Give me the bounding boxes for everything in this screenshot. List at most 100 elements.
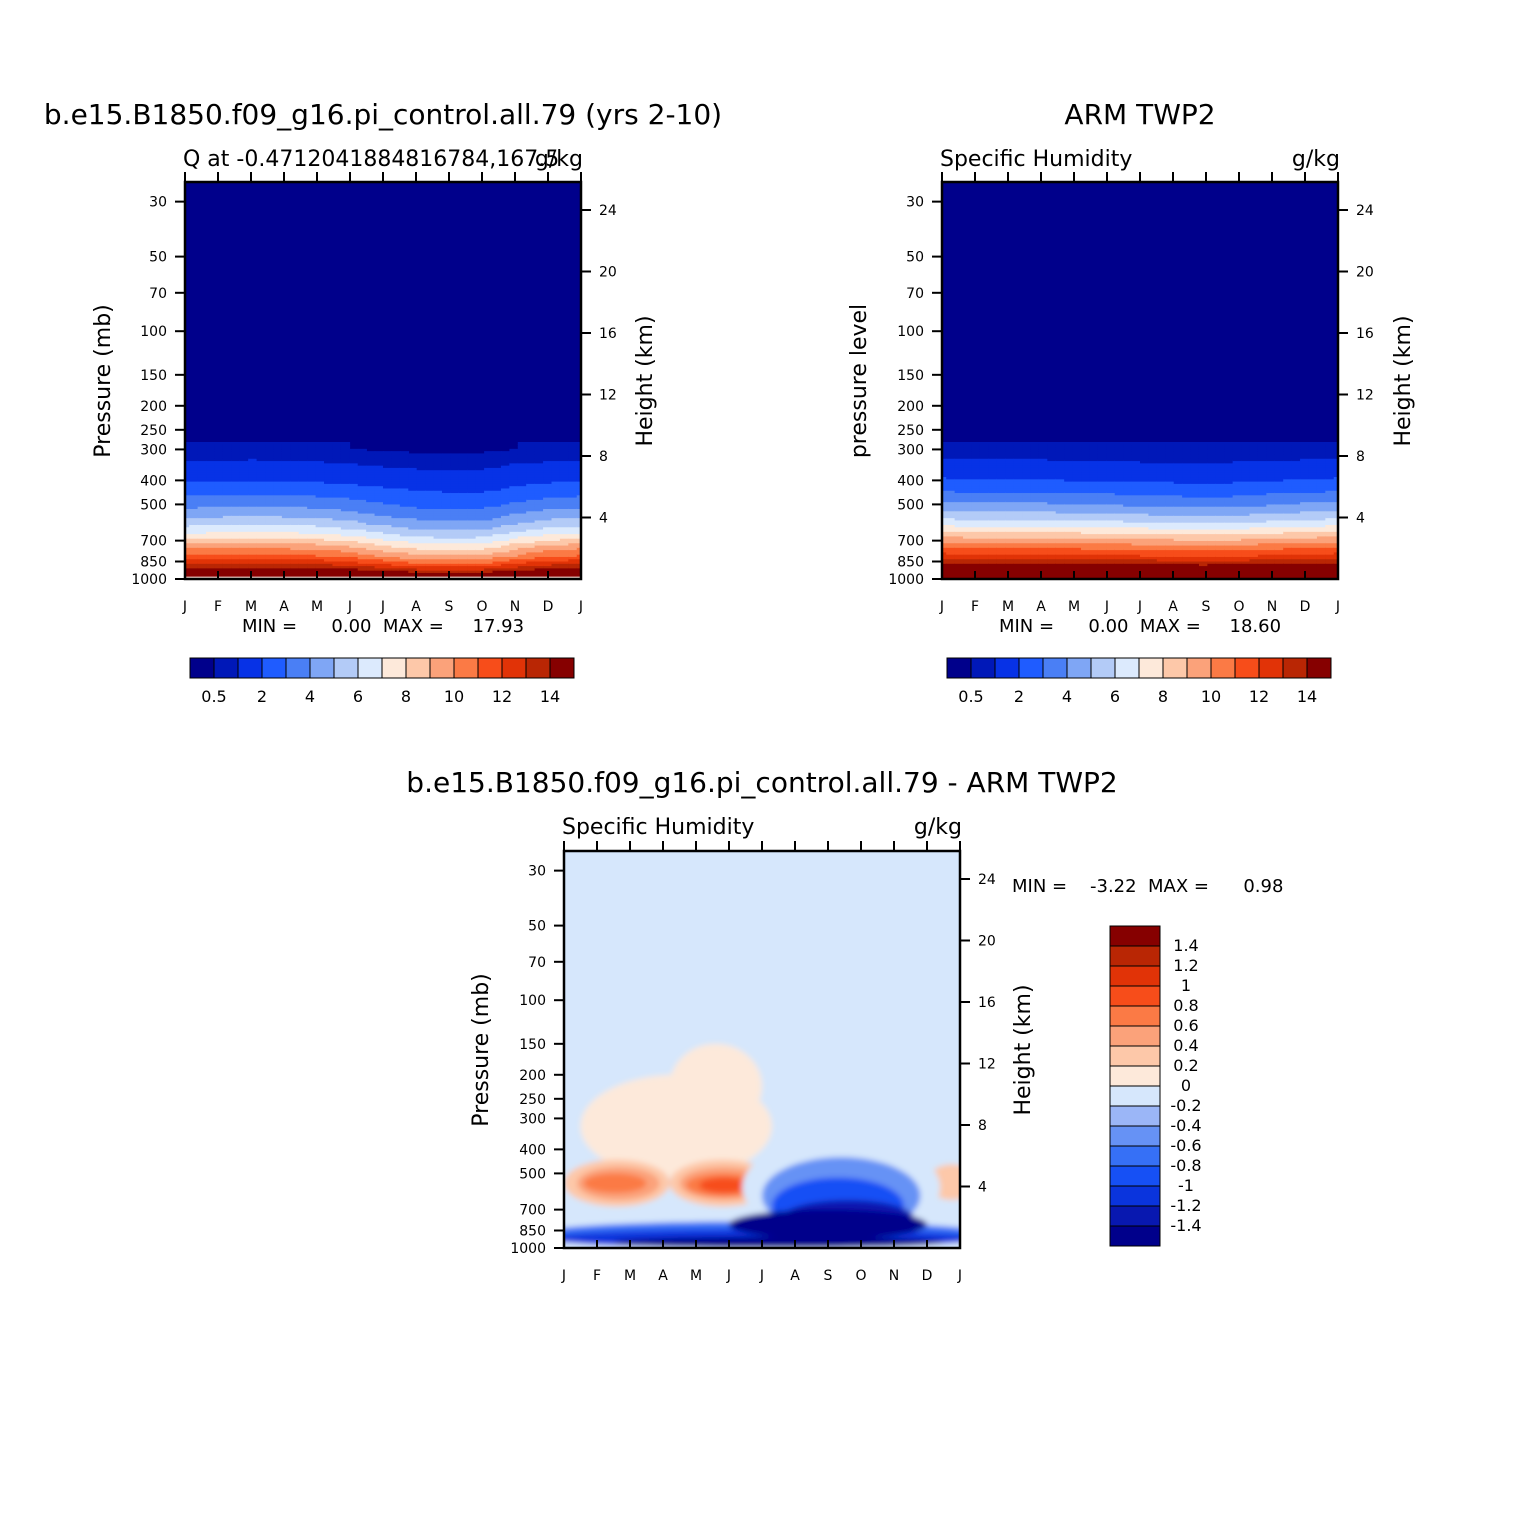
field-cell: [954, 446, 964, 450]
field-cell: [1131, 503, 1141, 507]
field-cell: [383, 471, 393, 475]
field-cell: [576, 542, 581, 546]
field-cell: [391, 537, 401, 541]
field-cell: [332, 540, 342, 544]
field-cell: [222, 549, 233, 553]
field-cell: [222, 540, 233, 544]
field-cell: [1114, 503, 1124, 507]
field-cell: [433, 460, 443, 464]
field-cell: [942, 553, 948, 557]
field-cell: [1038, 485, 1049, 489]
field-cell: [979, 462, 990, 466]
field-cell: [1123, 462, 1133, 466]
field-cell: [1182, 444, 1192, 448]
field-cell: [1114, 553, 1124, 557]
field-cell: [1005, 476, 1015, 480]
field-cell: [1173, 524, 1183, 528]
field-cell: [1097, 489, 1108, 494]
field-cell: [1047, 485, 1057, 489]
field-cell: [1097, 442, 1108, 446]
field-cell: [189, 446, 199, 450]
field-cell: [979, 558, 990, 562]
field-cell: [576, 485, 581, 489]
field-cell: [576, 451, 581, 455]
field-cell: [340, 480, 351, 484]
field-cell: [222, 574, 233, 578]
field-cell: [576, 444, 581, 448]
field-cell: [1047, 558, 1057, 562]
field-cell: [315, 572, 325, 576]
field-cell: [189, 469, 199, 473]
field-cell: [1013, 494, 1023, 498]
field-cell: [1173, 540, 1183, 544]
field-cell: [1064, 492, 1074, 496]
field-cell: [1131, 535, 1141, 539]
field-cell: [416, 478, 426, 482]
field-cell: [946, 556, 956, 560]
field-cell: [374, 503, 384, 507]
field-cell: [307, 524, 317, 528]
field-cell: [416, 453, 426, 457]
field-cell: [1047, 553, 1057, 557]
field-cell: [1198, 521, 1209, 525]
field-cell: [988, 547, 998, 551]
field-cell: [324, 476, 334, 480]
field-cell: [543, 460, 553, 464]
field-cell: [484, 508, 494, 512]
field-cell: [484, 476, 494, 480]
field-cell: [1030, 505, 1040, 510]
field-cell: [248, 540, 258, 544]
field-cell: [298, 553, 308, 557]
field-cell: [349, 492, 359, 496]
field-cell: [399, 464, 410, 468]
field-cell: [273, 542, 283, 546]
field-cell: [1140, 519, 1150, 523]
field-cell: [500, 563, 511, 567]
field-cell: [1224, 531, 1234, 535]
field-cell: [551, 560, 561, 564]
field-cell: [281, 460, 292, 464]
field-cell: [1140, 510, 1150, 514]
field-cell: [1123, 519, 1133, 523]
field-cell: [399, 451, 410, 455]
field-cell: [492, 489, 502, 494]
field-cell: [273, 531, 283, 535]
field-cell: [366, 567, 376, 571]
field-cell: [324, 483, 334, 487]
field-cell: [441, 521, 452, 525]
field-cell: [1097, 569, 1108, 573]
field-cell: [1005, 517, 1015, 521]
field-cell: [568, 442, 578, 446]
field-cell: [231, 460, 241, 464]
field-cell: [307, 515, 317, 519]
field-cell: [1072, 551, 1082, 555]
field-cell: [1005, 560, 1015, 564]
field-cell: [559, 473, 570, 478]
field-cell: [492, 565, 502, 569]
field-cell: [265, 565, 275, 569]
field-cell: [366, 476, 376, 480]
field-cell: [256, 446, 266, 450]
field-cell: [1089, 549, 1099, 553]
field-cell: [954, 567, 964, 571]
field-cell: [1089, 528, 1099, 532]
field-cell: [942, 524, 948, 528]
field-cell: [988, 537, 998, 541]
field-cell: [281, 501, 292, 505]
field-cell: [1064, 533, 1074, 537]
field-cell: [1106, 492, 1116, 496]
field-cell: [576, 519, 581, 523]
field-cell: [1182, 467, 1192, 471]
field-cell: [492, 512, 502, 516]
field-cell: [475, 574, 485, 578]
field-cell: [222, 531, 233, 535]
field-cell: [1148, 496, 1158, 500]
field-cell: [1140, 540, 1150, 544]
field-cell: [214, 512, 224, 516]
field-cell: [1198, 446, 1209, 450]
field-cell: [450, 480, 460, 484]
field-cell: [559, 537, 570, 541]
field-cell: [383, 483, 393, 487]
field-cell: [551, 485, 561, 489]
field-cell: [1114, 556, 1124, 560]
